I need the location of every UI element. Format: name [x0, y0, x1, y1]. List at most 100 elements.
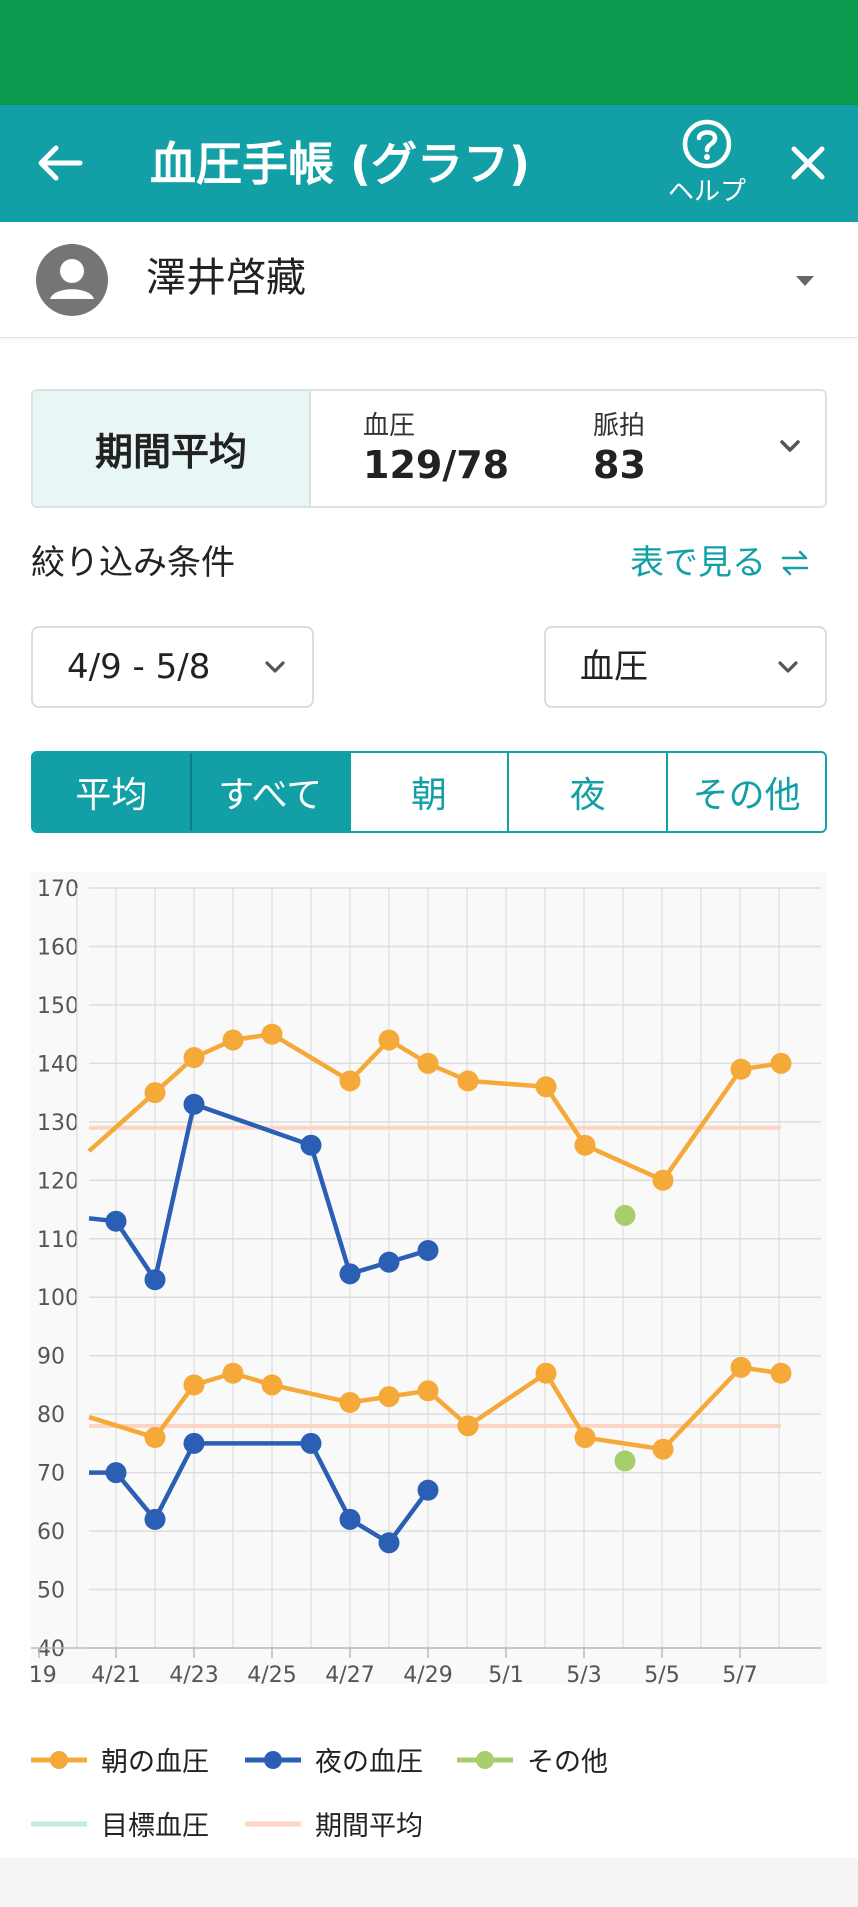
pulse-value: 83 — [593, 443, 646, 487]
legend-label: 目標血圧 — [101, 1811, 209, 1842]
y-tick-label: 110 — [37, 1228, 79, 1253]
data-point-night — [378, 1251, 400, 1273]
user-name: 澤井啓藏 — [146, 255, 306, 301]
data-point-morning — [222, 1029, 244, 1051]
legend-item-other[interactable]: その他 — [457, 1740, 608, 1779]
period-value: 4/9 - 5/8 — [67, 647, 211, 687]
data-point-night — [300, 1134, 322, 1156]
view-as-table-link[interactable]: 表で見る — [630, 540, 810, 586]
legend-item-target[interactable]: 目標血圧 — [31, 1804, 209, 1843]
period-select[interactable]: 4/9 - 5/8 — [31, 626, 314, 708]
x-tick-label: 5/7 — [722, 1663, 757, 1688]
data-point-morning — [730, 1356, 752, 1378]
data-point-night — [300, 1432, 322, 1454]
bottom-strip — [0, 1858, 858, 1907]
legend-marker — [457, 1750, 513, 1769]
bp-caption: 血圧 — [363, 411, 416, 441]
data-point-morning — [339, 1070, 361, 1092]
filter-title: 絞り込み条件 — [31, 543, 235, 583]
y-tick-label: 140 — [37, 1052, 79, 1077]
data-point-night — [144, 1269, 166, 1291]
person-avatar-icon — [36, 244, 108, 316]
data-point-morning — [652, 1169, 674, 1191]
y-tick-label: 60 — [37, 1520, 65, 1545]
pulse-caption: 脈拍 — [593, 411, 646, 441]
chart-svg: 170 160 150 140 130 120 110 100 90 80 70 60 50 40/19 4… — [21, 872, 827, 1688]
legend-marker — [31, 1750, 87, 1769]
data-point-morning — [222, 1362, 244, 1384]
data-point-morning — [574, 1427, 596, 1449]
tab-all[interactable]: すべて — [189, 753, 349, 831]
data-point-morning — [574, 1134, 596, 1156]
data-point-morning — [339, 1391, 361, 1413]
data-point-morning — [417, 1380, 439, 1402]
x-tick-label: 5/3 — [566, 1663, 601, 1688]
data-point-morning — [535, 1076, 557, 1098]
legend-marker — [31, 1821, 87, 1826]
y-tick-label: 80 — [37, 1403, 65, 1428]
data-point-night — [105, 1210, 127, 1232]
y-tick-label: 160 — [37, 935, 79, 960]
status-bar — [0, 0, 858, 105]
tab-average[interactable]: 平均 — [33, 753, 190, 831]
data-point-night — [339, 1263, 361, 1285]
swap-arrows-icon — [781, 550, 809, 576]
close-icon[interactable] — [778, 133, 838, 193]
x-tick-label: 5/5 — [644, 1663, 679, 1688]
help-button[interactable]: ヘルプ — [652, 117, 762, 217]
tab-night[interactable]: 夜 — [507, 753, 667, 831]
y-tick-label: 120 — [37, 1169, 79, 1194]
app-bar: 血圧手帳 (グラフ) ヘルプ — [0, 105, 858, 222]
data-point-morning — [261, 1023, 283, 1045]
y-tick-label: 100 — [37, 1286, 79, 1311]
legend-item-average[interactable]: 期間平均 — [245, 1804, 423, 1843]
data-point-morning — [770, 1052, 792, 1074]
data-point-morning — [535, 1362, 557, 1384]
data-point-morning — [144, 1427, 166, 1449]
question-circle-icon — [682, 119, 732, 169]
data-point-morning — [457, 1070, 479, 1092]
x-tick-label: 4/27 — [325, 1663, 374, 1688]
tab-other[interactable]: その他 — [666, 753, 825, 831]
x-tick-label: 4/23 — [169, 1663, 218, 1688]
y-tick-label: 170 — [37, 877, 79, 902]
data-point-other — [614, 1204, 636, 1226]
y-tick-label: 50 — [37, 1579, 65, 1604]
data-point-night — [378, 1532, 400, 1554]
legend-label: その他 — [527, 1747, 608, 1778]
legend-label: 夜の血圧 — [315, 1747, 423, 1778]
legend-item-night[interactable]: 夜の血圧 — [245, 1740, 423, 1779]
chevron-down-icon — [778, 661, 798, 673]
y-tick-label: 130 — [37, 1111, 79, 1136]
legend-marker — [245, 1821, 301, 1826]
data-point-night — [183, 1432, 205, 1454]
tab-morning[interactable]: 朝 — [348, 753, 508, 831]
chevron-down-icon[interactable] — [773, 429, 807, 463]
legend-item-morning[interactable]: 朝の血圧 — [31, 1740, 209, 1779]
period-average-summary[interactable]: 期間平均 血圧 129/78 脈拍 83 — [31, 389, 827, 508]
page-title: 血圧手帳 (グラフ) — [150, 137, 531, 191]
blood-pressure-chart: 170 160 150 140 130 120 110 100 90 80 70 60 50 40/19 4… — [21, 872, 827, 1708]
data-point-morning — [378, 1029, 400, 1051]
arrow-left-icon[interactable] — [30, 133, 90, 193]
data-point-night — [417, 1239, 439, 1261]
x-tick-label: 5/1 — [488, 1663, 523, 1688]
y-tick-label: 90 — [37, 1345, 65, 1370]
data-point-morning — [183, 1047, 205, 1069]
data-point-morning — [183, 1374, 205, 1396]
data-point-morning — [144, 1082, 166, 1104]
legend-label: 期間平均 — [315, 1811, 423, 1842]
user-selector[interactable]: 澤井啓藏 — [0, 222, 858, 338]
data-point-morning — [417, 1052, 439, 1074]
data-point-night — [144, 1508, 166, 1530]
y-tick-label: 150 — [37, 994, 79, 1019]
x-tick-label: 4/29 — [403, 1663, 452, 1688]
y-tick-label: 70 — [37, 1462, 65, 1487]
triangle-down-icon[interactable] — [790, 266, 820, 296]
x-tick-label: 4/21 — [91, 1663, 140, 1688]
legend-marker — [245, 1750, 301, 1769]
x-tick-label: 4/25 — [247, 1663, 296, 1688]
type-select[interactable]: 血圧 — [544, 626, 827, 708]
table-link-label: 表で見る — [630, 543, 766, 583]
chevron-down-icon — [265, 661, 285, 673]
